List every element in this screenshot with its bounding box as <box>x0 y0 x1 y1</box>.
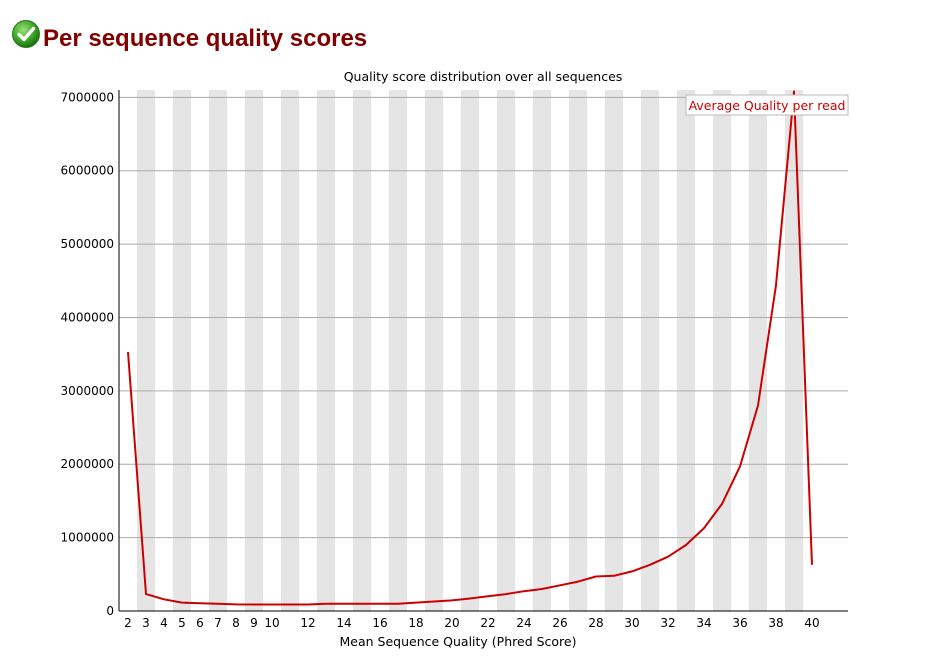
band-11 <box>281 90 299 611</box>
band-29 <box>605 90 623 611</box>
band-37 <box>749 90 767 611</box>
x-tick-label: 8 <box>232 616 240 630</box>
x-axis-label: Mean Sequence Quality (Phred Score) <box>340 634 577 649</box>
y-tick-label: 7000000 <box>61 90 114 104</box>
x-tick-label: 7 <box>214 616 222 630</box>
band-9 <box>245 90 263 611</box>
report-header: Per sequence quality scores <box>11 14 367 54</box>
x-tick-label: 30 <box>624 616 639 630</box>
y-tick-label: 4000000 <box>61 310 114 324</box>
y-tick-label: 0 <box>106 604 114 618</box>
band-31 <box>641 90 659 611</box>
band-23 <box>497 90 515 611</box>
band-7 <box>209 90 227 611</box>
page-title: Per sequence quality scores <box>43 25 368 52</box>
y-tick-label: 6000000 <box>61 164 114 178</box>
series-lines <box>127 90 813 606</box>
band-5 <box>173 90 191 611</box>
x-tick-label: 36 <box>732 616 747 630</box>
band-33 <box>677 90 695 611</box>
x-tick-label: 32 <box>660 616 675 630</box>
x-tick-label: 34 <box>696 616 711 630</box>
x-tick-label: 26 <box>552 616 567 630</box>
band-15 <box>353 90 371 611</box>
legend: Average Quality per read <box>685 94 849 116</box>
x-tick-label: 28 <box>588 616 603 630</box>
background-bands <box>137 90 803 611</box>
axes <box>118 90 848 612</box>
band-25 <box>533 90 551 611</box>
y-tick-label: 3000000 <box>61 384 114 398</box>
series-line-0 <box>127 90 813 606</box>
legend-box <box>685 94 849 116</box>
band-13 <box>317 90 335 611</box>
x-tick-label: 9 <box>250 616 258 630</box>
y-tick-label: 1000000 <box>61 531 114 545</box>
y-tick-labels: 0 1000000 2000000 3000000 4000000 5000000 6000… <box>61 90 114 618</box>
x-tick-label: 22 <box>480 616 495 630</box>
band-21 <box>461 90 479 611</box>
band-17 <box>389 90 407 611</box>
band-19 <box>425 90 443 611</box>
x-tick-label: 5 <box>178 616 186 630</box>
x-tick-label: 40 <box>804 616 819 630</box>
x-tick-label: 24 <box>516 616 531 630</box>
x-tick-label: 18 <box>408 616 423 630</box>
check-circle-icon <box>12 20 40 48</box>
band-35 <box>713 90 731 611</box>
x-tick-label: 6 <box>196 616 204 630</box>
y-tick-label: 2000000 <box>61 457 114 471</box>
band-27 <box>569 90 587 611</box>
x-tick-label: 10 <box>264 616 279 630</box>
x-tick-label: 38 <box>768 616 783 630</box>
x-tick-label: 2 <box>124 616 132 630</box>
x-tick-label: 16 <box>372 616 387 630</box>
chart-title: Quality score distribution over all sequ… <box>344 69 623 84</box>
x-tick-label: 3 <box>142 616 150 630</box>
legend-entry: Average Quality per read <box>689 98 846 113</box>
y-tick-label: 5000000 <box>61 237 114 251</box>
x-tick-label: 14 <box>336 616 351 630</box>
band-3 <box>137 90 155 611</box>
x-tick-label: 20 <box>444 616 459 630</box>
x-tick-label: 12 <box>300 616 315 630</box>
x-tick-labels: 2 3 4 5 6 7 8 9 10 12 14 16 18 20 22 24 26 28 30 32 34 36 38 40 <box>124 616 819 630</box>
x-tick-label: 4 <box>160 616 168 630</box>
gridlines <box>119 96 848 539</box>
